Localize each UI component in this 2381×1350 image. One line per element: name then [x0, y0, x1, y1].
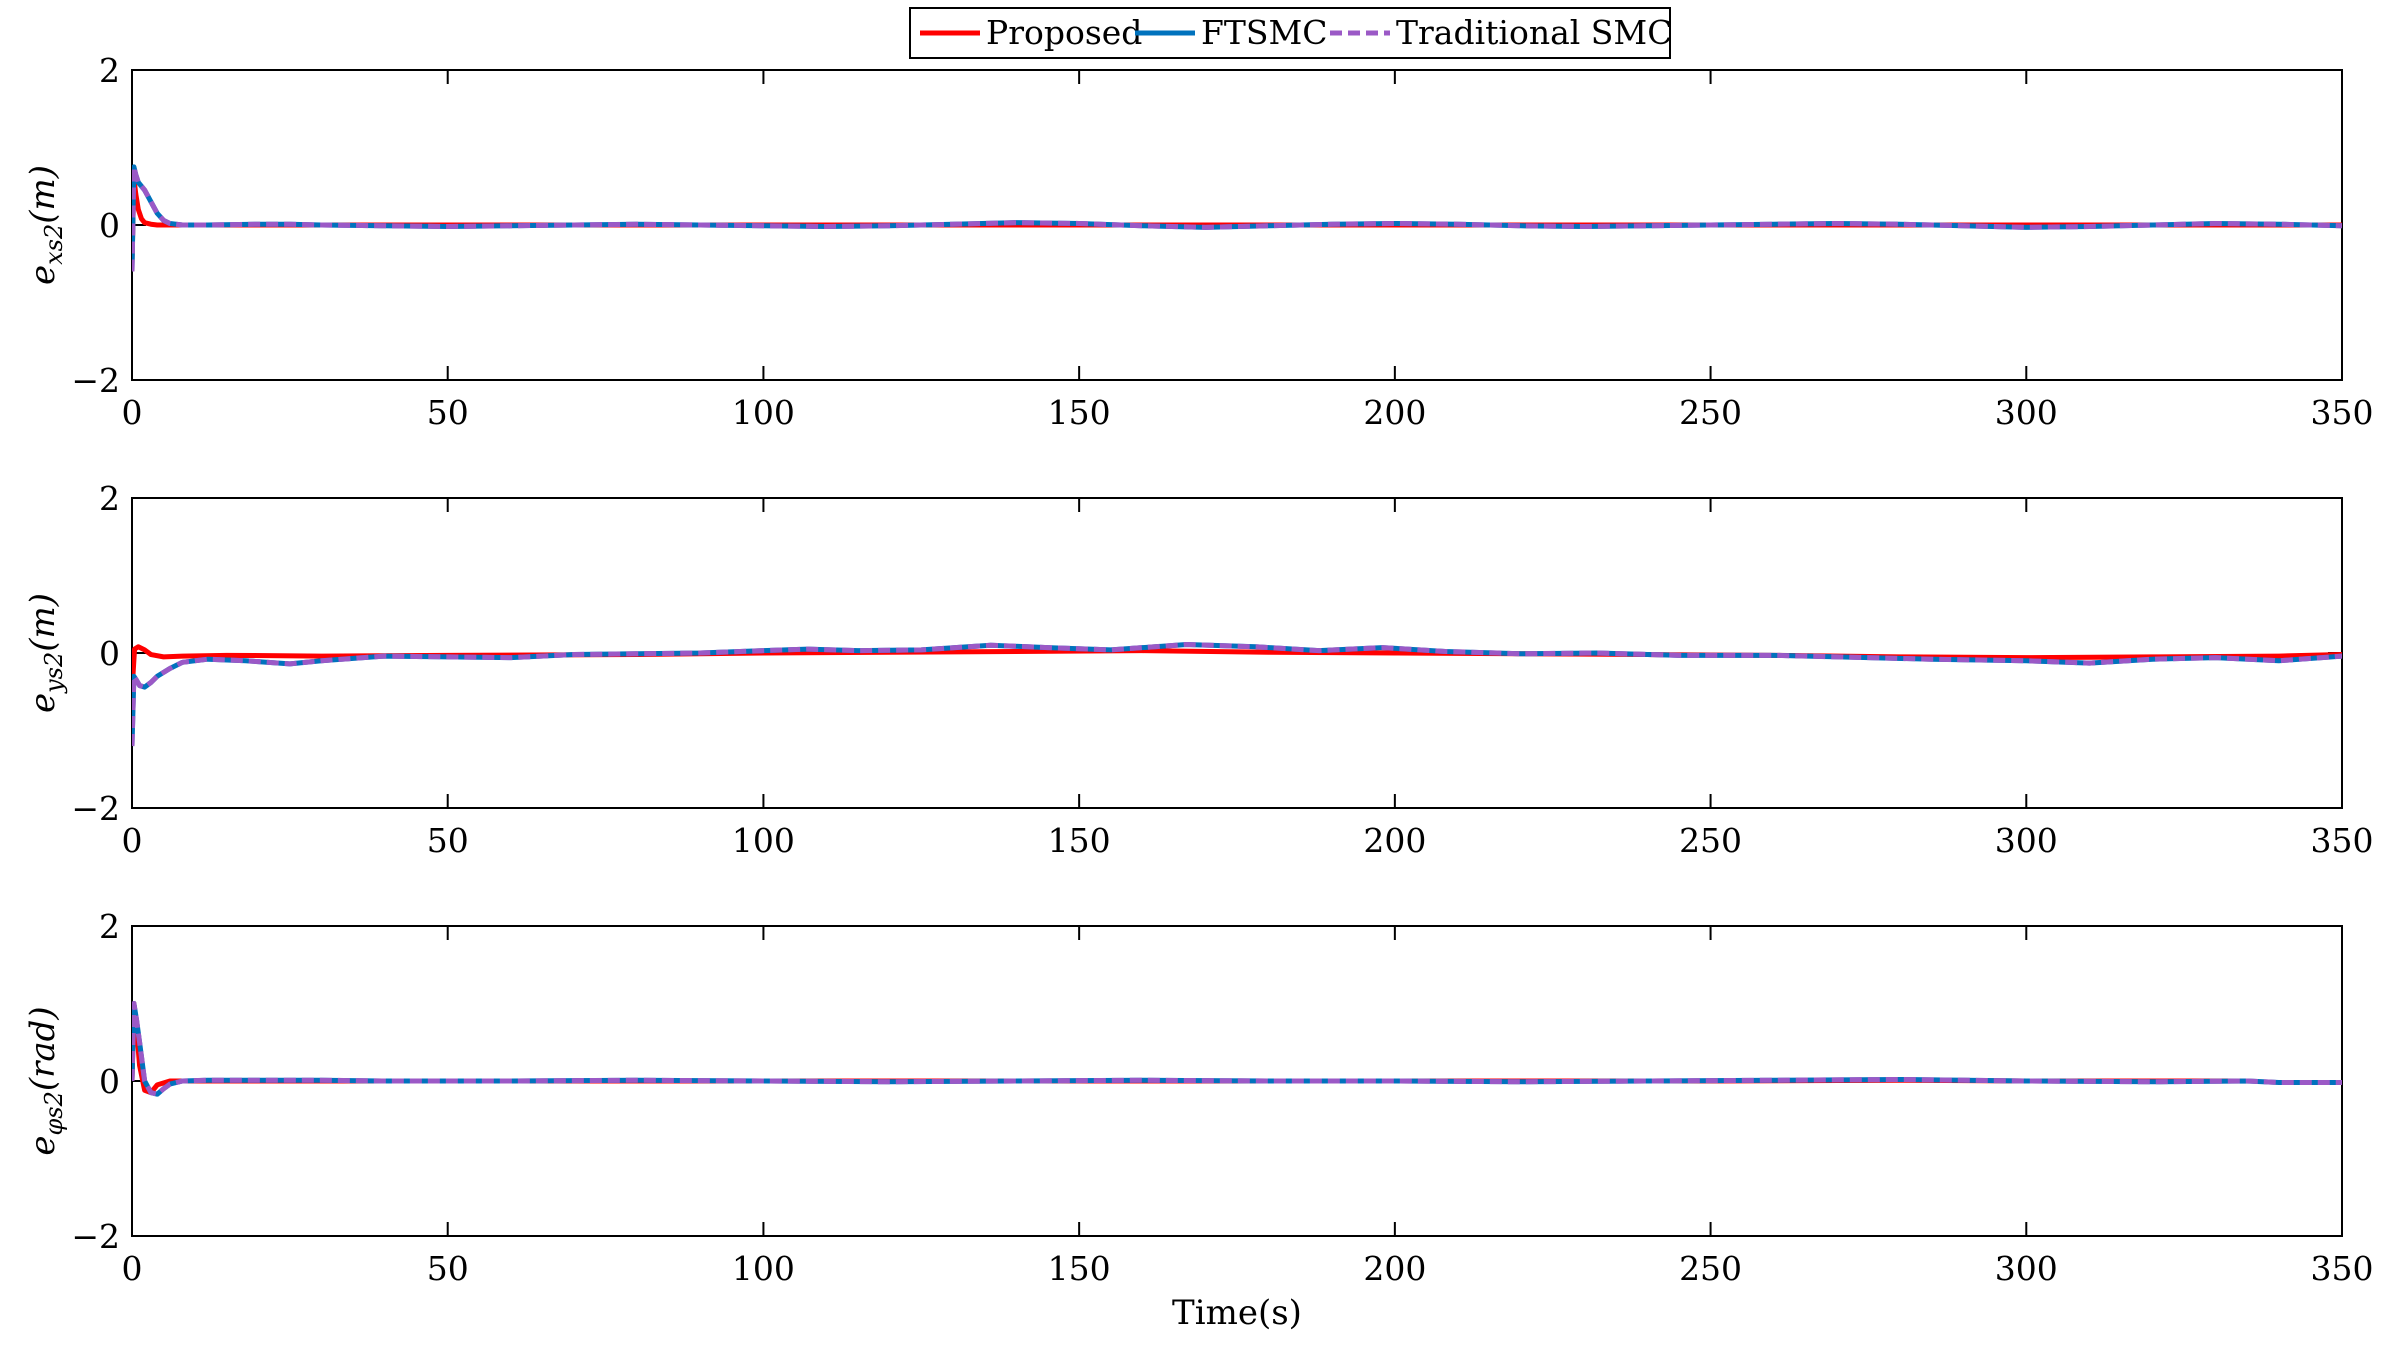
- panel-ephis2: 0 50 100 150 200 250 300 350−202eφs2(rad)Time(s…: [23, 907, 2374, 1333]
- series-line-ftsmc: [132, 1001, 2342, 1097]
- x-tick-label: 350: [2311, 393, 2374, 432]
- x-tick-label: 250: [1679, 1249, 1742, 1288]
- x-tick-label: 150: [1048, 1249, 1111, 1288]
- x-tick-label: 100: [732, 1249, 795, 1288]
- y-axis-title-main: e: [23, 1136, 63, 1156]
- legend-box: [909, 7, 1671, 59]
- x-tick-label: 200: [1363, 393, 1426, 432]
- y-tick-label: 0: [99, 1062, 120, 1101]
- y-tick-label: −2: [71, 361, 120, 400]
- y-axis-title-main: e: [23, 693, 63, 713]
- y-tick-label: −2: [71, 789, 120, 828]
- x-tick-label: 150: [1048, 393, 1111, 432]
- x-tick-label: 150: [1048, 821, 1111, 860]
- legend: Proposed FTSMC Traditional SMC: [909, 7, 1672, 59]
- y-axis-title: eys2(m): [23, 593, 68, 713]
- x-axis-title: Time(s): [1172, 1293, 1302, 1333]
- y-axis-title-unit: (rad): [23, 1006, 63, 1091]
- series-line-ftsmc: [132, 641, 2342, 747]
- x-tick-label: 350: [2311, 821, 2374, 860]
- x-tick-label: 300: [1995, 393, 2058, 432]
- x-tick-label: 250: [1679, 393, 1742, 432]
- series-group: [132, 641, 2342, 747]
- y-tick-label: 2: [99, 51, 120, 90]
- x-tick-label: 100: [732, 821, 795, 860]
- series-line-traditional-smc: [132, 164, 2342, 272]
- x-tick-label: 200: [1363, 821, 1426, 860]
- x-tick-label: 50: [427, 821, 469, 860]
- y-axis-title-main: e: [23, 265, 63, 285]
- y-axis-title: exs2(m): [23, 165, 68, 285]
- y-tick-label: −2: [71, 1217, 120, 1256]
- y-axis-title-subscript: xs2: [40, 224, 68, 265]
- x-tick-label: 50: [427, 393, 469, 432]
- x-tick-label: 300: [1995, 1249, 2058, 1288]
- x-tick-label: 350: [2311, 1249, 2374, 1288]
- y-axis-title: eφs2(rad): [23, 1006, 68, 1155]
- x-tick-label: 100: [732, 393, 795, 432]
- legend-label-traditional-smc: Traditional SMC: [1396, 13, 1672, 52]
- legend-label-ftsmc: FTSMC: [1201, 13, 1328, 52]
- y-tick-label: 2: [99, 479, 120, 518]
- series-line-traditional-smc: [132, 1001, 2342, 1097]
- series-group: [132, 164, 2342, 272]
- y-axis-title-subscript: φs2: [40, 1091, 68, 1135]
- series-line-proposed: [132, 176, 2342, 264]
- x-tick-label: 300: [1995, 821, 2058, 860]
- series-line-traditional-smc: [132, 641, 2342, 747]
- y-tick-label: 0: [99, 206, 120, 245]
- series-line-ftsmc: [132, 164, 2342, 272]
- x-tick-label: 50: [427, 1249, 469, 1288]
- y-tick-label: 2: [99, 907, 120, 946]
- x-tick-label: 250: [1679, 821, 1742, 860]
- y-axis-title-subscript: ys2: [40, 652, 68, 694]
- series-group: [132, 1001, 2342, 1097]
- x-tick-label: 0: [122, 1249, 143, 1288]
- y-tick-label: 0: [99, 634, 120, 673]
- legend-label-proposed: Proposed: [986, 13, 1142, 52]
- x-tick-label: 200: [1363, 1249, 1426, 1288]
- y-axis-title-unit: (m): [23, 165, 63, 224]
- series-line-proposed: [132, 644, 2342, 692]
- x-tick-label: 0: [122, 821, 143, 860]
- x-tick-label: 0: [122, 393, 143, 432]
- y-axis-title-unit: (m): [23, 593, 63, 652]
